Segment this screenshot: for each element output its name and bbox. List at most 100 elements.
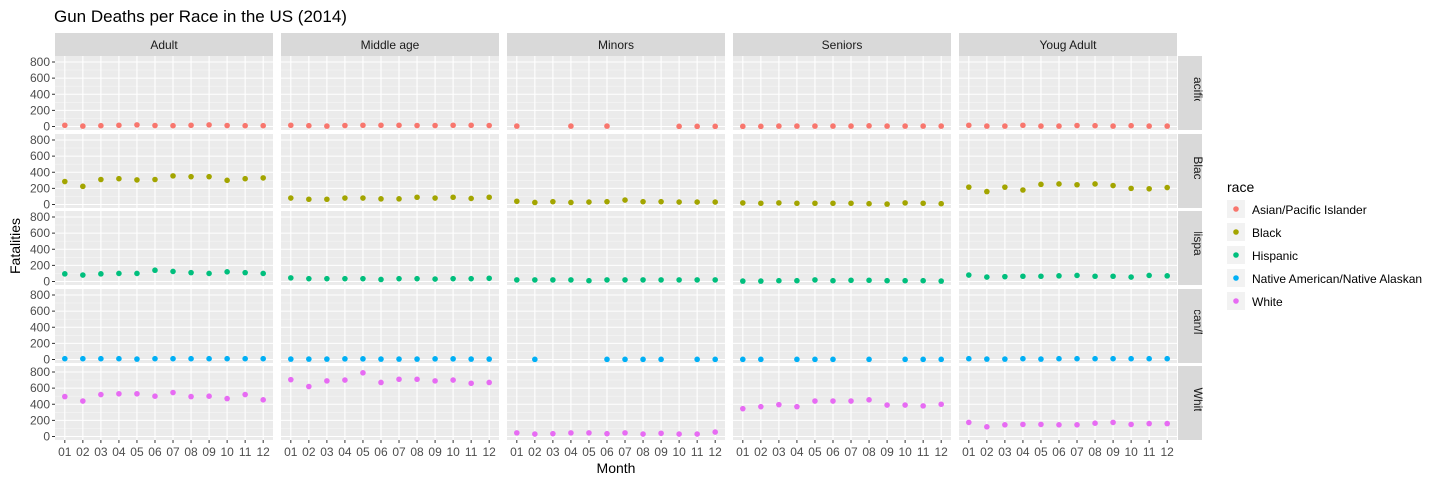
data-point (62, 178, 68, 185)
legend-swatch (1233, 229, 1239, 235)
data-point (1146, 185, 1152, 192)
data-point (62, 393, 68, 400)
x-tick-label: 02 (754, 445, 768, 459)
data-point (1002, 123, 1008, 129)
panel-background (507, 211, 725, 285)
data-point (242, 391, 248, 398)
facet-strip-row-label: Asian/Pacific Islander (1191, 36, 1205, 151)
panel-background (507, 289, 725, 363)
data-point (1020, 421, 1026, 428)
data-point (568, 430, 574, 436)
data-point (658, 430, 664, 437)
facet-strip-column (281, 33, 499, 56)
data-point (1020, 273, 1026, 280)
x-tick-label: 08 (184, 445, 198, 459)
data-point (1164, 420, 1170, 427)
y-tick-label: 200 (30, 336, 50, 350)
data-point (98, 391, 104, 398)
panel-background (507, 366, 725, 440)
data-point (830, 356, 836, 363)
data-point (152, 176, 158, 183)
legend-swatch (1233, 275, 1239, 281)
data-point (604, 430, 610, 437)
data-point (1020, 187, 1026, 193)
y-tick-label: 800 (30, 210, 50, 224)
x-tick-label: 09 (202, 445, 216, 459)
data-point (306, 383, 312, 390)
facet-strip-row-label: White (1191, 388, 1205, 419)
data-point (134, 177, 140, 183)
data-point (342, 122, 348, 129)
data-point (242, 175, 248, 182)
facet-panel (959, 56, 1177, 130)
data-point (152, 122, 158, 129)
data-point (884, 277, 890, 284)
data-point (1056, 273, 1062, 279)
data-point (224, 269, 230, 275)
facet-strip-column (507, 33, 725, 56)
data-point (1128, 274, 1134, 280)
data-point (848, 123, 854, 129)
data-point (1092, 273, 1098, 280)
data-point (532, 277, 538, 283)
panel-background (733, 134, 951, 208)
facet-panel (733, 211, 951, 285)
panel-background (733, 56, 951, 130)
x-tick-label: 06 (148, 445, 162, 459)
data-point (866, 123, 872, 129)
data-point (604, 356, 610, 363)
x-tick-label: 11 (239, 445, 252, 459)
data-point (80, 355, 86, 362)
data-point (694, 277, 700, 283)
x-tick-label: 05 (130, 445, 144, 459)
x-tick-label: 08 (636, 445, 650, 459)
data-point (1056, 181, 1062, 187)
y-tick-label: 600 (30, 304, 50, 318)
facet-panel (959, 366, 1177, 440)
data-point (360, 122, 366, 129)
data-point (1092, 181, 1098, 187)
data-point (360, 275, 366, 282)
data-point (468, 275, 474, 282)
panel-background (959, 56, 1177, 130)
data-point (966, 355, 972, 362)
facet-panel (507, 289, 725, 363)
panel-background (281, 289, 499, 363)
x-tick-label: 03 (772, 445, 786, 459)
data-point (550, 430, 556, 437)
data-point (432, 195, 438, 201)
x-tick-label: 01 (510, 445, 524, 459)
data-point (622, 277, 628, 283)
data-point (450, 377, 456, 383)
data-point (740, 278, 746, 284)
data-point (694, 123, 700, 130)
data-point (884, 123, 890, 129)
data-point (242, 122, 248, 129)
data-point (260, 270, 266, 277)
data-point (188, 122, 194, 129)
data-point (260, 397, 266, 403)
data-point (1002, 356, 1008, 362)
data-point (984, 356, 990, 362)
data-point (640, 356, 646, 363)
data-point (116, 270, 122, 277)
data-point (938, 356, 944, 363)
data-point (1146, 355, 1152, 362)
facet-strip-label: Seniors (822, 38, 863, 52)
data-point (1164, 123, 1170, 129)
y-tick-label: 200 (30, 181, 50, 195)
data-point (1146, 272, 1152, 279)
data-point (170, 122, 176, 129)
data-point (324, 275, 330, 282)
data-point (694, 199, 700, 205)
data-point (1020, 122, 1026, 129)
data-point (152, 267, 158, 274)
legend-title: race (1227, 179, 1254, 195)
data-point (288, 275, 294, 281)
data-point (658, 356, 664, 363)
x-tick-label: 02 (302, 445, 316, 459)
data-point (676, 431, 682, 437)
data-point (414, 194, 420, 201)
data-point (324, 123, 330, 129)
data-point (360, 370, 366, 376)
